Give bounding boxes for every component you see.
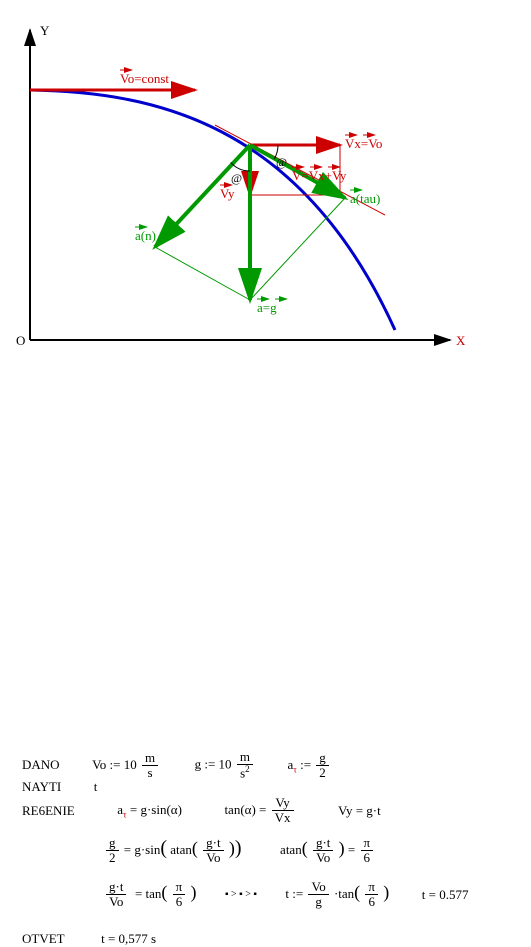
svg-text:Vx=Vo: Vx=Vo: [345, 136, 382, 151]
svg-text:@: @: [231, 171, 242, 185]
svg-text:@: @: [276, 155, 287, 169]
svg-text:Vo=const: Vo=const: [120, 71, 169, 86]
label-otvet: OTVET: [22, 931, 65, 947]
svg-text:a(tau): a(tau): [350, 191, 380, 206]
svg-text:Vy: Vy: [220, 186, 235, 201]
physics-diagram: Y X O Vo=const Vx=Vo V=Vx+Vya(tau) Vy a(n) a=g @ @: [0, 0, 531, 360]
svg-text:X: X: [456, 333, 466, 348]
svg-text:a(n): a(n): [135, 228, 156, 243]
label-nayti: NAYTI: [22, 779, 61, 795]
svg-text:O: O: [16, 333, 25, 348]
svg-text:V=Vx+Vy: V=Vx+Vy: [292, 168, 347, 183]
label-re6enie: RE6ENIE: [22, 803, 75, 819]
label-dano: DANO: [22, 757, 60, 773]
svg-text:Y: Y: [40, 23, 50, 38]
svg-text:a=g: a=g: [257, 300, 277, 315]
